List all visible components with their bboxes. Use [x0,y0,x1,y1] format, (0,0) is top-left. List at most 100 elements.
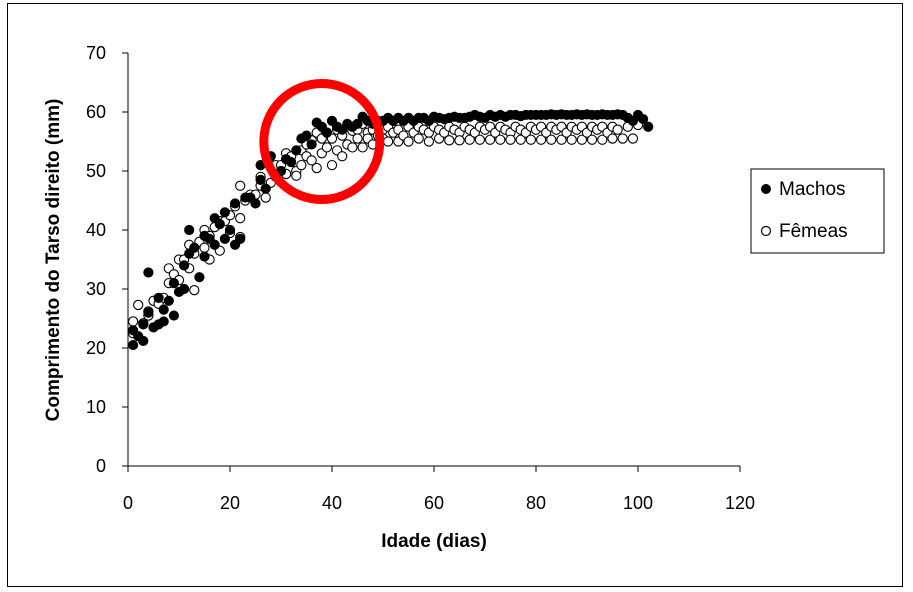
femeas-point [321,142,333,153]
y-tick-label: 0 [96,456,106,476]
femeas-point [556,134,567,145]
highlight-circle [259,79,385,204]
femeas-point [403,136,414,147]
machos-point [158,316,169,327]
femeas-point [484,134,496,145]
machos-point [194,272,205,283]
y-tick-label: 50 [86,161,106,181]
femeas-point [413,133,424,144]
machos-point [214,219,225,230]
x-tick-label: 120 [725,493,755,513]
machos-point [638,113,649,125]
femeas-point [423,136,435,147]
y-tick-label: 30 [86,279,106,299]
machos-point [643,121,654,132]
machos-point [291,145,302,156]
femeas-point [546,134,557,145]
x-tick-label: 60 [424,493,444,513]
y-tick-label: 70 [86,43,106,63]
femeas-point [291,170,302,181]
femeas-point [347,142,358,153]
femeas-point [133,299,144,311]
machos-point [286,157,297,168]
femeas-point [296,159,307,171]
femeas-point [586,134,598,145]
femeas-point [260,192,271,203]
y-tick-label: 40 [86,220,106,240]
legend-box [750,168,885,254]
femeas-point [127,316,139,327]
machos-point [209,239,220,250]
legend-marker-machos [761,184,771,194]
machos-point [352,118,363,129]
femeas-point [515,134,526,145]
machos-point [219,233,230,244]
machos-point [163,295,174,306]
machos-point [260,183,271,194]
femeas-point [326,159,338,171]
legend-label-femeas: Fêmeas [779,221,848,242]
machos-point [168,278,179,289]
machos-point [168,310,179,321]
machos-point [235,233,246,244]
machos-point [255,174,266,185]
femeas-point [627,133,639,144]
femeas-point [566,134,577,145]
femeas-point [597,134,608,145]
y-tick-label: 10 [86,397,106,417]
machos-point [138,335,149,347]
machos-point [179,260,190,271]
machos-point [153,292,164,303]
machos-point [321,127,332,138]
machos-point [301,130,312,141]
femeas-point [576,134,588,145]
femeas-point [199,242,210,253]
machos-point [250,198,261,209]
femeas-point [474,134,486,145]
femeas-point [352,133,363,144]
femeas-point [464,134,475,145]
x-axis-ticks: 0 20 40 60 80 100 120 [123,466,755,513]
femeas-point [535,134,547,145]
machos-point [230,198,241,209]
femeas-point [357,142,368,153]
femeas-point [311,162,322,174]
x-tick-label: 80 [526,493,546,513]
femeas-point [607,133,618,144]
y-axis-ticks: 0 10 20 30 40 50 60 70 [86,43,128,476]
y-tick-label: 20 [86,338,106,358]
x-tick-label: 100 [623,493,653,513]
series-femeas-points [127,118,644,339]
femeas-point [382,136,394,147]
legend-label-machos: Machos [779,179,846,200]
femeas-point [612,124,623,135]
machos-point [128,339,139,351]
x-tick-label: 20 [220,493,240,513]
machos-point [219,207,230,218]
machos-point [224,224,236,236]
machos-point [143,307,154,318]
machos-point [199,251,210,262]
legend: Machos Fêmeas [750,168,885,254]
y-tick-label: 60 [86,102,106,122]
legend-marker-femeas [760,225,772,237]
machos-point [306,139,317,150]
machos-point [184,224,195,236]
machos-point [143,267,154,278]
femeas-point [505,134,516,145]
femeas-point [617,133,628,144]
x-tick-label: 40 [322,493,342,513]
machos-point [189,242,200,253]
machos-point [158,304,169,315]
x-axis-title: Idade (dias) [381,531,487,552]
machos-point [138,319,149,330]
femeas-point [454,135,465,146]
femeas-point [495,134,506,145]
x-tick-label: 0 [123,493,133,513]
femeas-point [444,135,455,146]
femeas-point [189,285,200,296]
femeas-point [306,155,317,166]
series-machos-points [128,109,654,351]
femeas-point [235,180,246,191]
